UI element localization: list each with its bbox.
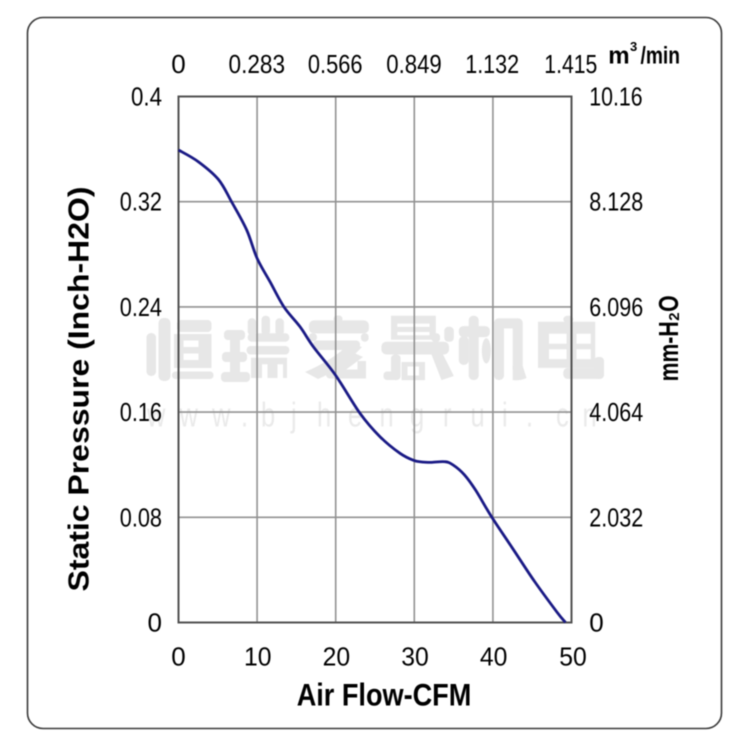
svg-text:r: r — [443, 397, 451, 434]
svg-text:0.24: 0.24 — [120, 292, 162, 322]
svg-text:.: . — [526, 397, 533, 434]
svg-text:n: n — [380, 397, 394, 434]
svg-text:30: 30 — [401, 641, 429, 671]
svg-text:3: 3 — [630, 39, 637, 54]
svg-text:0.566: 0.566 — [308, 49, 363, 79]
svg-text:mm-H₂O: mm-H₂O — [653, 295, 684, 381]
svg-text:h: h — [317, 397, 331, 434]
svg-text:0.32: 0.32 — [120, 187, 162, 217]
svg-text:i: i — [502, 397, 508, 434]
svg-text:50: 50 — [559, 641, 587, 671]
svg-text:b: b — [261, 397, 275, 434]
svg-text:.: . — [241, 397, 248, 434]
svg-text:Static Pressure (Inch-H2O): Static Pressure (Inch-H2O) — [64, 187, 96, 592]
svg-text:4.064: 4.064 — [589, 397, 643, 427]
svg-text:c: c — [556, 397, 569, 434]
svg-text:/min: /min — [641, 43, 681, 70]
svg-text:0.4: 0.4 — [131, 82, 162, 112]
svg-text:1.415: 1.415 — [544, 49, 597, 79]
svg-text:20: 20 — [323, 641, 351, 671]
svg-text:10: 10 — [244, 641, 272, 671]
svg-text:0.16: 0.16 — [120, 397, 162, 427]
svg-text:2.032: 2.032 — [589, 502, 643, 532]
svg-text:40: 40 — [480, 641, 508, 671]
svg-text:w: w — [211, 397, 231, 434]
svg-text:6.096: 6.096 — [589, 292, 643, 322]
svg-text:0: 0 — [589, 608, 603, 638]
svg-text:u: u — [471, 397, 485, 434]
svg-text:e: e — [348, 397, 362, 434]
svg-text:w: w — [179, 397, 199, 434]
svg-text:10.16: 10.16 — [589, 82, 642, 112]
svg-text:8.128: 8.128 — [589, 187, 643, 217]
svg-text:n: n — [583, 397, 597, 434]
svg-text:0.849: 0.849 — [386, 49, 442, 79]
svg-text:0: 0 — [148, 608, 162, 638]
svg-text:m: m — [608, 43, 629, 70]
svg-text:g: g — [410, 397, 424, 434]
svg-text:0.283: 0.283 — [229, 49, 286, 79]
svg-text:0: 0 — [171, 641, 185, 671]
svg-text:Air Flow-CFM: Air Flow-CFM — [297, 676, 472, 712]
svg-text:w: w — [146, 397, 166, 434]
svg-text:j: j — [290, 397, 297, 434]
svg-text:0.08: 0.08 — [120, 502, 162, 532]
svg-text:1.132: 1.132 — [465, 49, 519, 79]
svg-text:0: 0 — [171, 49, 185, 79]
